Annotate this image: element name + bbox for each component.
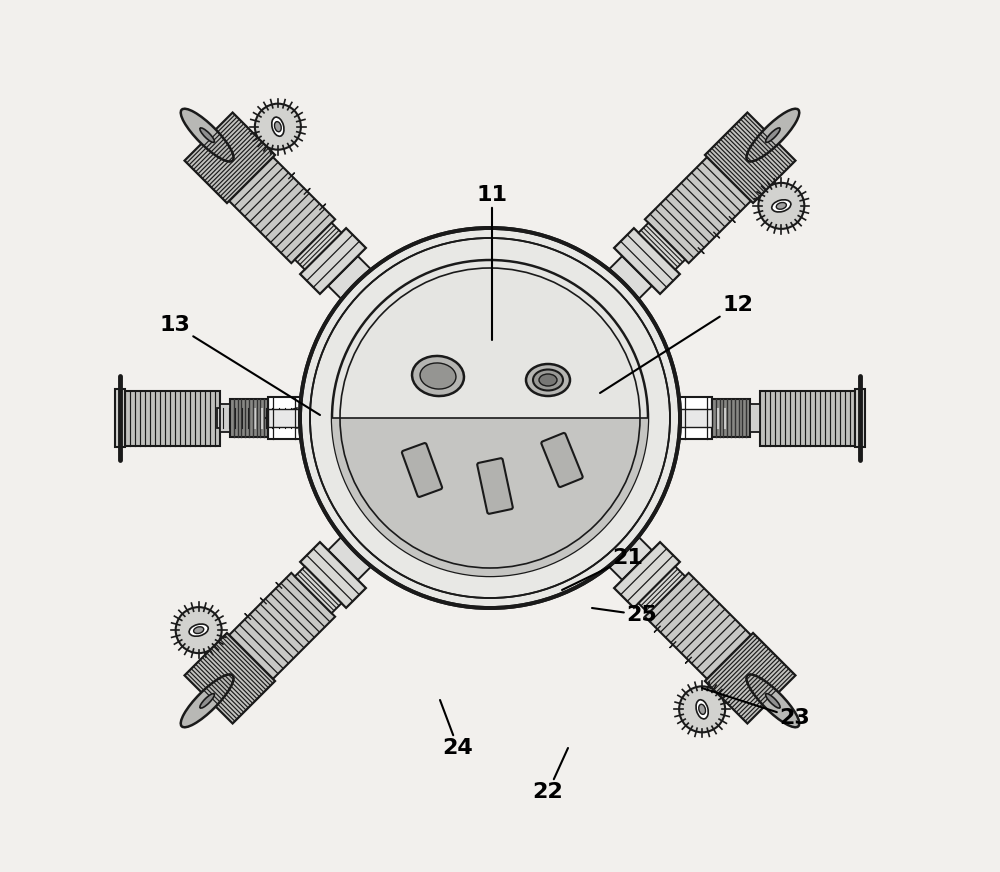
Polygon shape (229, 157, 335, 263)
Polygon shape (115, 389, 125, 446)
Circle shape (758, 183, 804, 228)
Polygon shape (300, 542, 366, 608)
Circle shape (679, 686, 725, 732)
Polygon shape (645, 573, 751, 679)
Ellipse shape (274, 121, 281, 132)
Polygon shape (614, 228, 680, 294)
Ellipse shape (181, 674, 234, 727)
Polygon shape (638, 567, 685, 613)
Ellipse shape (200, 693, 214, 708)
Ellipse shape (699, 705, 706, 714)
Ellipse shape (766, 693, 780, 708)
Polygon shape (229, 573, 335, 679)
Ellipse shape (526, 364, 570, 396)
Ellipse shape (539, 374, 557, 386)
Polygon shape (185, 633, 275, 724)
Polygon shape (217, 408, 297, 428)
Polygon shape (680, 409, 712, 427)
Polygon shape (712, 399, 750, 437)
Polygon shape (680, 397, 712, 439)
Polygon shape (268, 397, 300, 439)
FancyBboxPatch shape (541, 433, 583, 487)
Ellipse shape (746, 674, 799, 727)
Ellipse shape (533, 370, 563, 391)
Polygon shape (705, 112, 795, 203)
Polygon shape (610, 256, 652, 298)
Circle shape (332, 260, 648, 576)
Polygon shape (295, 567, 342, 613)
Ellipse shape (272, 117, 284, 136)
Ellipse shape (189, 624, 208, 637)
Polygon shape (220, 404, 230, 432)
Polygon shape (638, 223, 685, 269)
Circle shape (255, 104, 301, 150)
Polygon shape (760, 391, 855, 446)
Polygon shape (645, 157, 751, 263)
Polygon shape (328, 256, 370, 298)
Polygon shape (295, 223, 342, 269)
Text: 22: 22 (533, 748, 568, 802)
Circle shape (176, 607, 222, 653)
Wedge shape (332, 418, 648, 576)
Polygon shape (230, 399, 268, 437)
Ellipse shape (200, 128, 214, 142)
Ellipse shape (776, 202, 786, 209)
Ellipse shape (181, 109, 234, 161)
Polygon shape (328, 537, 370, 580)
Ellipse shape (772, 200, 791, 212)
Polygon shape (300, 228, 366, 294)
Polygon shape (614, 542, 680, 608)
Polygon shape (750, 404, 760, 432)
Ellipse shape (412, 356, 464, 396)
Circle shape (300, 228, 680, 608)
Text: 12: 12 (600, 295, 753, 393)
Polygon shape (268, 409, 300, 427)
Ellipse shape (696, 699, 708, 719)
Polygon shape (705, 633, 795, 724)
Ellipse shape (420, 363, 456, 389)
Text: 11: 11 (477, 185, 508, 340)
Polygon shape (185, 112, 275, 203)
FancyBboxPatch shape (402, 443, 442, 497)
Text: 25: 25 (592, 605, 657, 625)
Polygon shape (610, 537, 652, 580)
Text: 24: 24 (440, 700, 473, 758)
Polygon shape (855, 389, 865, 446)
Ellipse shape (746, 109, 799, 161)
Ellipse shape (766, 128, 780, 142)
Text: 13: 13 (160, 315, 320, 415)
Polygon shape (125, 391, 220, 446)
Ellipse shape (194, 627, 204, 634)
Text: 23: 23 (702, 688, 810, 728)
FancyBboxPatch shape (477, 458, 513, 514)
Text: 21: 21 (562, 548, 643, 590)
